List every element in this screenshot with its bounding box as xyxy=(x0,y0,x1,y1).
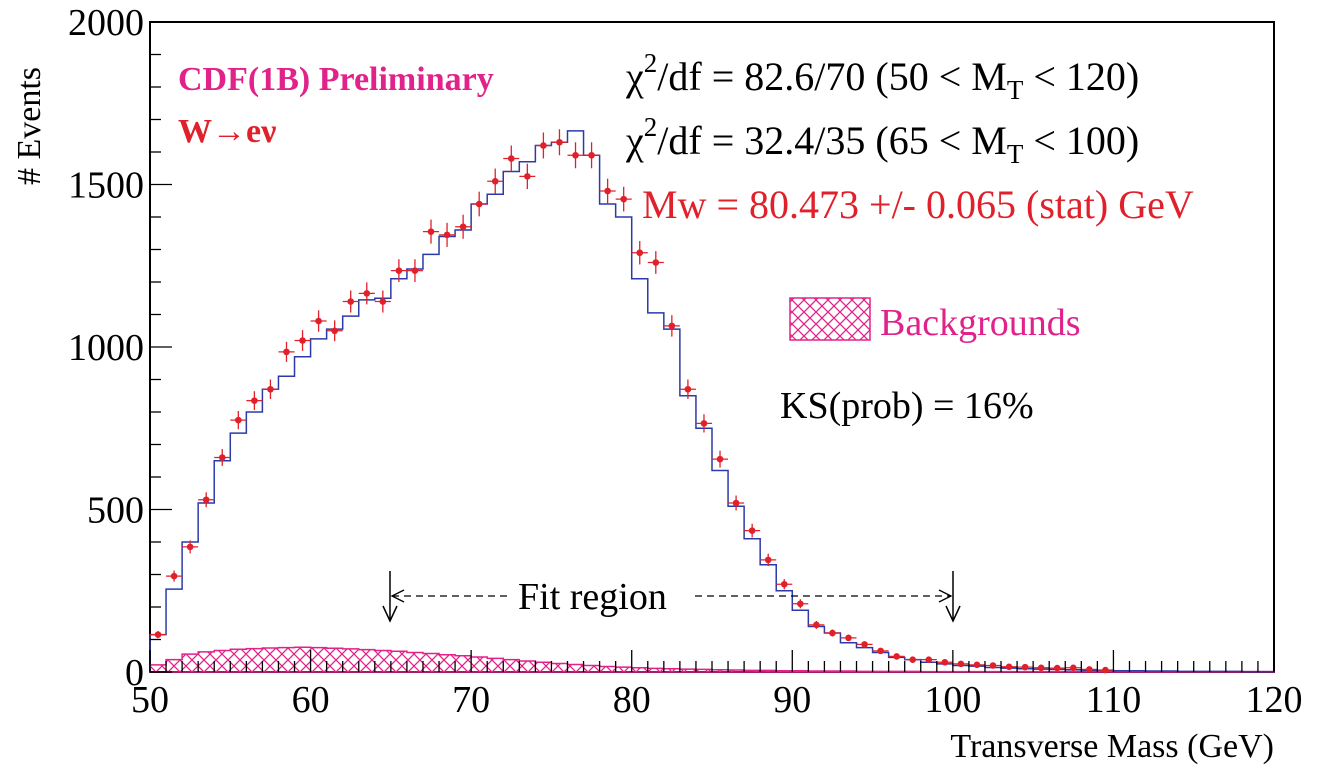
data-marker xyxy=(155,631,162,638)
data-marker xyxy=(460,223,467,230)
y-tick-label: 1500 xyxy=(68,165,144,207)
data-marker xyxy=(653,259,660,266)
data-marker xyxy=(380,298,387,305)
data-marker xyxy=(331,327,338,334)
data-marker xyxy=(315,318,322,325)
data-marker xyxy=(765,557,772,564)
legend: Backgrounds xyxy=(790,298,1081,344)
data-marker xyxy=(347,298,354,305)
data-marker xyxy=(1054,665,1061,672)
data-marker xyxy=(444,232,451,239)
data-marker xyxy=(1038,664,1045,671)
data-marker xyxy=(428,228,435,235)
data-marker xyxy=(1086,666,1093,673)
data-marker xyxy=(524,173,531,180)
y-axis-title: # Events xyxy=(11,67,48,185)
data-marker xyxy=(1006,664,1013,671)
data-marker xyxy=(299,337,306,344)
x-tick-labels: 50 60 70 80 90 100 110 120 xyxy=(131,679,1303,721)
chi2-line-1: χ2/df = 82.6/70 (50 < MT < 120) xyxy=(625,48,1139,105)
experiment-label: CDF(1B) Preliminary xyxy=(178,61,494,98)
data-marker xyxy=(1022,664,1029,671)
y-tick-label: 1000 xyxy=(68,327,144,369)
data-marker xyxy=(990,662,997,669)
data-marker xyxy=(235,417,242,424)
data-marker xyxy=(974,662,981,669)
data-marker xyxy=(909,656,916,663)
x-axis-title: Transverse Mass (GeV) xyxy=(950,728,1274,765)
mass-result: Mw = 80.473 +/- 0.065 (stat) GeV xyxy=(642,182,1194,227)
data-marker xyxy=(396,267,403,274)
data-marker xyxy=(797,600,804,607)
data-marker xyxy=(267,386,274,393)
data-marker xyxy=(412,267,419,274)
data-marker xyxy=(171,573,178,580)
x-tick-label: 100 xyxy=(924,679,981,721)
data-marker xyxy=(572,152,579,159)
data-marker xyxy=(925,656,932,663)
x-tick-label: 120 xyxy=(1246,679,1303,721)
data-marker xyxy=(203,496,210,503)
data-marker xyxy=(861,641,868,648)
data-marker xyxy=(845,635,852,642)
data-marker xyxy=(219,454,226,461)
x-tick-label: 60 xyxy=(292,679,330,721)
data-marker xyxy=(1102,667,1109,674)
y-tick-label: 2000 xyxy=(68,2,144,44)
y-tick-label: 0 xyxy=(125,652,144,694)
data-marker xyxy=(813,622,820,629)
data-marker xyxy=(476,201,483,208)
legend-swatch-backgrounds xyxy=(790,298,870,340)
data-marker xyxy=(717,456,724,463)
data-marker xyxy=(893,653,900,660)
data-marker xyxy=(620,196,627,203)
data-marker xyxy=(283,349,290,356)
data-marker xyxy=(363,290,370,297)
data-marker xyxy=(1070,664,1077,671)
ks-probability: KS(prob) = 16% xyxy=(780,385,1034,427)
x-tick-label: 80 xyxy=(613,679,651,721)
data-marker xyxy=(556,139,563,146)
data-marker xyxy=(669,323,676,330)
data-marker xyxy=(187,544,194,551)
x-tick-label: 70 xyxy=(452,679,490,721)
data-marker xyxy=(588,152,595,159)
fit-region-label: Fit region xyxy=(518,576,667,618)
data-marker xyxy=(781,581,788,588)
y-tick-label: 500 xyxy=(87,490,144,532)
data-marker xyxy=(958,661,965,668)
data-marker xyxy=(877,648,884,655)
data-marker xyxy=(701,420,708,427)
data-marker xyxy=(508,155,515,162)
data-marker xyxy=(604,188,611,195)
data-marker xyxy=(492,178,499,185)
x-tick-label: 90 xyxy=(773,679,811,721)
data-marker xyxy=(685,386,692,393)
data-marker xyxy=(749,527,756,534)
data-marker xyxy=(829,630,836,637)
data-marker xyxy=(942,659,949,666)
legend-label-backgrounds: Backgrounds xyxy=(880,302,1081,344)
data-marker xyxy=(540,142,547,149)
data-marker xyxy=(636,249,643,256)
data-marker xyxy=(733,500,740,507)
chi2-line-2: χ2/df = 32.4/35 (65 < MT < 100) xyxy=(625,112,1139,169)
data-marker xyxy=(251,397,258,404)
channel-label: W→eν xyxy=(178,113,276,150)
y-tick-labels: 0 500 1000 1500 2000 xyxy=(68,2,144,694)
x-tick-label: 110 xyxy=(1086,679,1142,721)
